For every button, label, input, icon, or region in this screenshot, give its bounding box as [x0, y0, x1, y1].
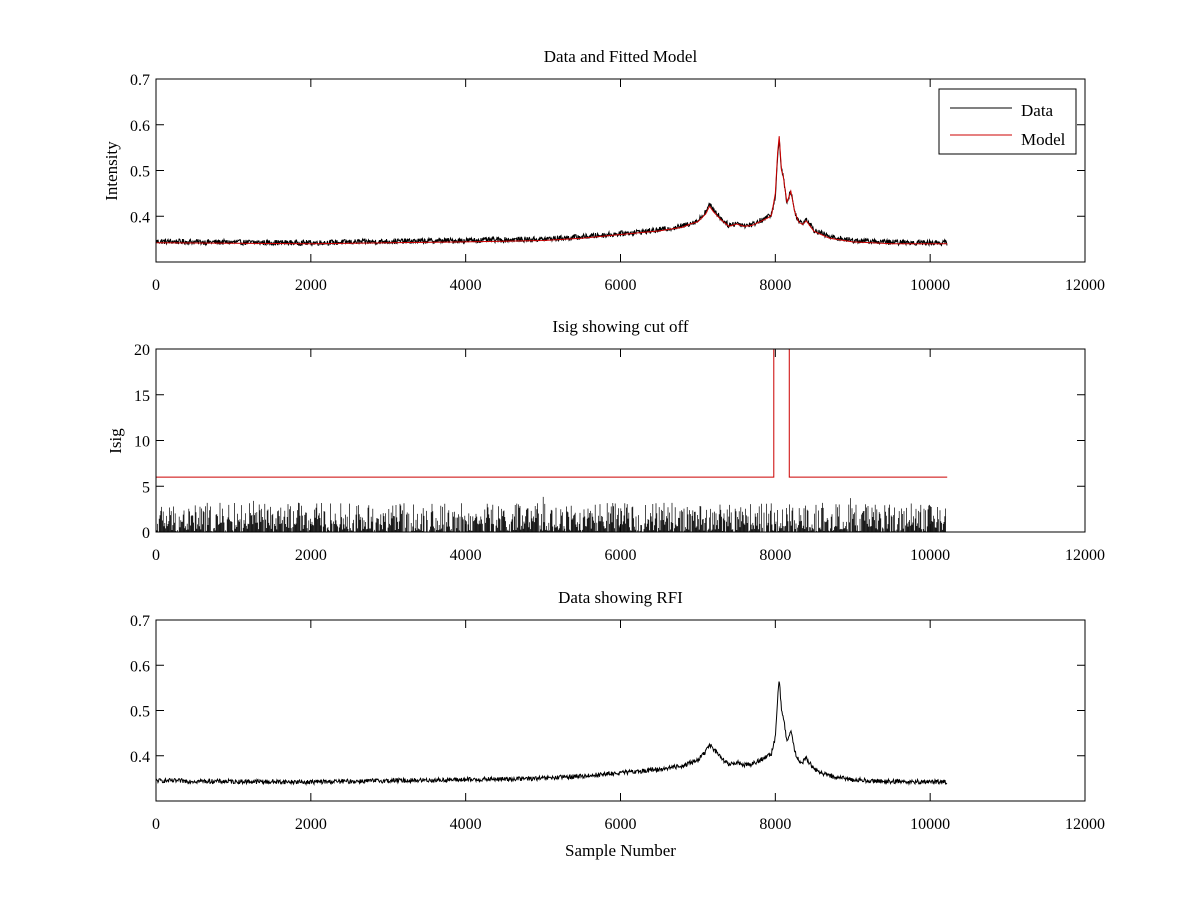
y-tick-label: 0.5	[130, 164, 150, 181]
x-tick-label: 0	[152, 816, 160, 833]
x-tick-label: 8000	[759, 547, 791, 564]
subplot-2-axes-box	[155, 348, 1086, 533]
x-tick-label: 8000	[759, 816, 791, 833]
subplot-2: Isig showing cut off Isig 0 2000 4000 6000 8…	[106, 317, 1105, 564]
x-tick-label: 12000	[1065, 816, 1105, 833]
subplot-1-title: Data and Fitted Model	[544, 47, 698, 66]
y-tick-label: 0.4	[130, 209, 150, 226]
x-tick-label: 12000	[1065, 277, 1105, 294]
x-tick-label: 4000	[450, 547, 482, 564]
y-tick-label: 10	[134, 434, 150, 451]
x-tick-label: 2000	[295, 547, 327, 564]
subplot-3-title: Data showing RFI	[558, 588, 683, 607]
x-tick-label: 10000	[910, 816, 950, 833]
subplot-2-series	[156, 349, 948, 532]
subplot-1-series-2-line	[156, 136, 948, 245]
y-tick-label: 0.5	[130, 704, 150, 721]
x-tick-label: 4000	[450, 277, 482, 294]
subplot-2-series-2-line	[156, 349, 948, 478]
y-tick-label: 0.6	[130, 118, 150, 135]
x-tick-label: 0	[152, 277, 160, 294]
subplot-3-series	[156, 681, 948, 786]
subplot-2-title: Isig showing cut off	[552, 317, 688, 336]
x-tick-label: 6000	[605, 277, 637, 294]
subplot-3-plot-area: 0 2000 4000 6000 8000 10000 12000 0.4 0.5 0.6 0.7	[130, 613, 1105, 833]
legend-label-data: Data	[1021, 101, 1054, 120]
x-tick-label: 4000	[450, 816, 482, 833]
y-tick-label: 20	[134, 342, 150, 359]
x-tick-label: 2000	[295, 277, 327, 294]
x-tick-label: 12000	[1065, 547, 1105, 564]
legend-label-model: Model	[1021, 130, 1066, 149]
x-tick-label: 6000	[605, 816, 637, 833]
subplot-3-series-1-line	[156, 681, 948, 786]
x-tick-label: 10000	[910, 277, 950, 294]
y-tick-label: 0.7	[130, 72, 150, 89]
subplot-2-series-1-line	[156, 496, 946, 532]
subplot-1-series	[156, 136, 948, 247]
y-tick-label: 0.7	[130, 613, 150, 630]
subplot-2-ylabel: Isig	[106, 428, 125, 454]
subplot-1-plot-area: 0 2000 4000 6000 8000 10000 12000 0.4 0.5 0.6 0.7	[130, 72, 1105, 294]
subplot-3: Data showing RFI Sample Number 0 2000 4000…	[130, 588, 1105, 860]
y-tick-label: 0.4	[130, 749, 150, 766]
y-tick-label: 5	[142, 479, 150, 496]
legend-box	[938, 88, 1077, 155]
y-tick-label: 0.6	[130, 658, 150, 675]
x-tick-label: 8000	[759, 277, 791, 294]
subplot-2-plot-area: 0 2000 4000 6000 8000 10000 12000 0 5 10 15 20	[134, 342, 1105, 564]
x-tick-label: 0	[152, 547, 160, 564]
x-tick-label: 2000	[295, 816, 327, 833]
subplot-3-axes-box	[155, 619, 1086, 802]
x-tick-label: 6000	[605, 547, 637, 564]
y-tick-label: 15	[134, 388, 150, 405]
subplot-1: Data and Fitted Model Intensity 0 2000 400…	[102, 47, 1105, 294]
y-tick-label: 0	[142, 525, 150, 542]
subplot-1-ylabel: Intensity	[102, 141, 121, 201]
legend: Data Model	[938, 88, 1077, 155]
subplot-3-xlabel: Sample Number	[565, 841, 676, 860]
subplot-1-series-1-line	[156, 140, 948, 247]
x-tick-label: 10000	[910, 547, 950, 564]
